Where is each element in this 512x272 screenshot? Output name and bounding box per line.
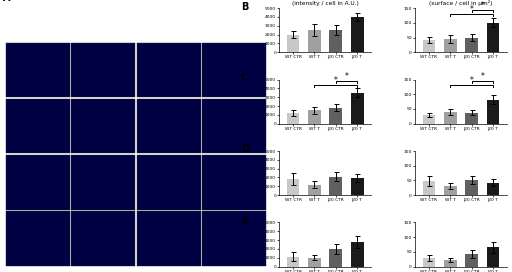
Bar <box>308 30 321 52</box>
Bar <box>486 100 499 124</box>
Bar <box>351 178 364 195</box>
Bar <box>71 99 135 153</box>
Text: B: B <box>241 2 248 11</box>
Text: *: * <box>334 76 338 85</box>
Text: D: D <box>241 144 249 154</box>
Text: *: * <box>470 5 474 14</box>
Bar <box>444 186 457 195</box>
Bar <box>329 249 342 267</box>
Bar <box>71 42 135 97</box>
Bar <box>71 155 135 210</box>
Bar <box>422 181 435 195</box>
Text: J20 T: J20 T <box>227 8 242 13</box>
Title: GFAP expression
(intensity / cell in A.U.): GFAP expression (intensity / cell in A.U… <box>292 0 358 6</box>
Text: CA2: CA2 <box>0 177 3 188</box>
Bar <box>465 180 478 195</box>
Text: C: C <box>241 73 248 83</box>
Bar <box>71 211 135 266</box>
Bar <box>287 179 300 195</box>
Bar <box>137 42 201 97</box>
Bar <box>329 108 342 124</box>
Bar <box>308 258 321 267</box>
Bar <box>6 42 70 97</box>
Text: CA1: CA1 <box>0 120 3 132</box>
Text: *: * <box>345 72 348 81</box>
Bar <box>486 183 499 195</box>
Bar <box>287 35 300 52</box>
Text: CA3: CA3 <box>0 233 3 244</box>
Text: WT T: WT T <box>96 8 111 13</box>
Bar <box>137 99 201 153</box>
Text: *: * <box>480 72 484 81</box>
Bar <box>287 257 300 267</box>
Bar <box>202 99 266 153</box>
Bar <box>465 254 478 267</box>
Bar <box>465 38 478 52</box>
Bar <box>465 113 478 124</box>
Bar <box>351 17 364 52</box>
Bar <box>202 42 266 97</box>
Bar <box>287 113 300 124</box>
Bar <box>308 184 321 195</box>
Title: Hypertrophy
(surface / cell in μm²): Hypertrophy (surface / cell in μm²) <box>429 0 493 6</box>
Bar <box>351 93 364 124</box>
Text: A: A <box>3 0 10 3</box>
Bar <box>422 40 435 52</box>
Text: *: * <box>480 1 484 10</box>
Bar <box>308 110 321 124</box>
Bar <box>6 211 70 266</box>
Bar <box>202 155 266 210</box>
Bar <box>137 211 201 266</box>
Bar <box>329 177 342 195</box>
Bar <box>137 155 201 210</box>
Bar <box>422 115 435 124</box>
Text: E: E <box>241 216 247 226</box>
Bar <box>329 30 342 52</box>
Bar <box>444 260 457 267</box>
Text: *: * <box>470 76 474 85</box>
Bar <box>6 99 70 153</box>
Bar <box>422 258 435 267</box>
Bar <box>444 112 457 124</box>
Bar <box>351 242 364 267</box>
Text: WT CTR: WT CTR <box>27 8 49 13</box>
Bar <box>6 155 70 210</box>
Bar <box>202 211 266 266</box>
Bar <box>486 23 499 52</box>
Text: DG: DG <box>0 66 3 74</box>
Text: J20 CTR: J20 CTR <box>158 8 180 13</box>
Bar <box>486 248 499 267</box>
Bar <box>444 39 457 52</box>
